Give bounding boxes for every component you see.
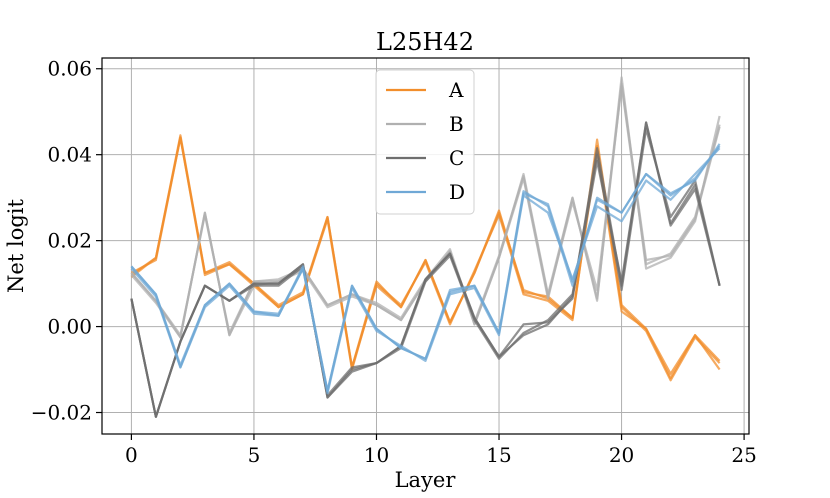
x-tick-label: 0 xyxy=(125,443,138,467)
chart-title: L25H42 xyxy=(376,28,474,56)
series-line-c xyxy=(130,121,721,418)
legend-box xyxy=(375,69,475,215)
legend-label-c: C xyxy=(449,146,464,170)
x-tick-label: 20 xyxy=(609,443,634,467)
series-line-d xyxy=(130,147,721,395)
series-line-d xyxy=(130,143,721,393)
y-axis: −0.02 0.00 0.02 0.04 0.06 xyxy=(31,57,102,425)
x-tick-label: 25 xyxy=(731,443,756,467)
y-tick-label: 0.00 xyxy=(47,315,92,339)
y-axis-label: Net logit xyxy=(4,199,28,293)
y-tick-label: 0.06 xyxy=(47,57,92,81)
plot-frame xyxy=(101,57,750,435)
x-axis-label: Layer xyxy=(395,468,457,492)
x-tick-label: 10 xyxy=(364,443,389,467)
x-tick-label: 5 xyxy=(248,443,261,467)
legend-label-b: B xyxy=(449,112,464,136)
series-line-a xyxy=(130,136,721,375)
x-axis: 0 5 10 15 20 25 xyxy=(125,434,757,467)
y-tick-label: 0.04 xyxy=(47,143,92,167)
legend-label-d: D xyxy=(449,180,465,204)
legend-label-a: A xyxy=(448,78,464,102)
y-tick-label: −0.02 xyxy=(31,401,92,425)
x-tick-label: 15 xyxy=(486,443,511,467)
series-lines xyxy=(130,76,721,418)
y-tick-label: 0.02 xyxy=(47,229,92,253)
